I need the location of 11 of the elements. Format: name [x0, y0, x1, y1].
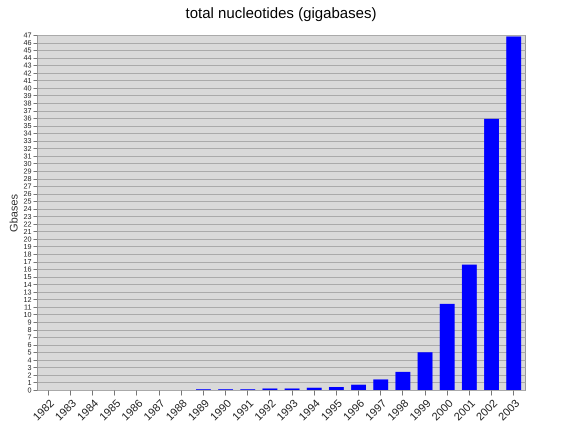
- bar: [418, 352, 432, 390]
- bar: [484, 118, 499, 390]
- chart-title: total nucleotides (gigabases): [186, 5, 376, 22]
- bar: [351, 384, 366, 390]
- bar: [395, 372, 410, 390]
- bar: [462, 264, 477, 390]
- bar: [373, 379, 388, 390]
- bar: [328, 386, 344, 390]
- y-axis-title: Gbases: [8, 194, 21, 232]
- bar: [440, 304, 455, 390]
- bar: [506, 36, 522, 390]
